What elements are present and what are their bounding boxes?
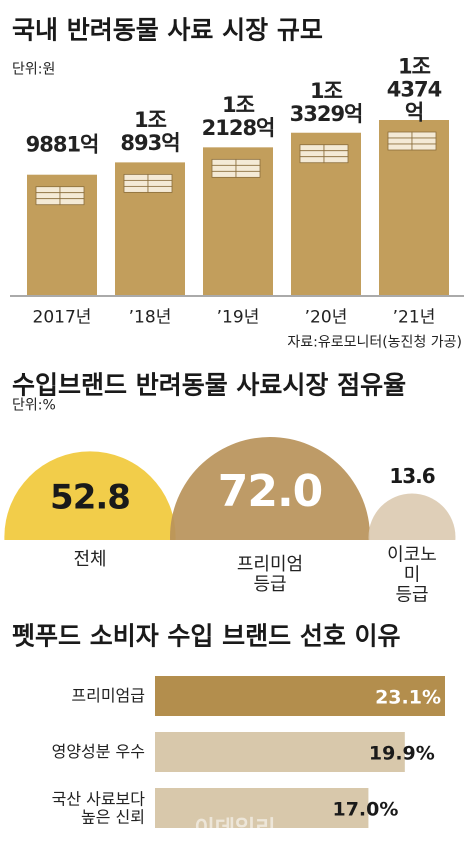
- category-label: 전체: [73, 549, 107, 571]
- value-label: 1조 893억: [120, 108, 180, 156]
- bubble: [4, 451, 176, 540]
- category-label: 프리미엄 등급: [236, 554, 304, 595]
- book-icon: [147, 179, 173, 187]
- bubble: [368, 493, 456, 540]
- bubbles: [4, 437, 456, 540]
- chart-title: 펫푸드 소비자 수입 브랜드 선호 이유: [12, 621, 401, 651]
- value-label: 72.0: [217, 465, 324, 517]
- x-tick-label: ’18년: [128, 307, 172, 328]
- x-tick-label: ’21년: [392, 307, 436, 328]
- book-icon: [59, 186, 85, 194]
- book-icon: [211, 164, 237, 172]
- bar: [155, 676, 445, 716]
- book-icon: [235, 164, 261, 172]
- book-icon: [123, 185, 149, 193]
- bar: [155, 788, 369, 828]
- book-icon: [59, 192, 85, 200]
- book-icon: [35, 186, 61, 194]
- value-label: 17.0%: [332, 798, 399, 821]
- value-label: 13.6: [389, 463, 435, 488]
- book-icon: [411, 143, 437, 151]
- book-icon: [211, 170, 237, 178]
- category-label: 이코노미 등급: [387, 544, 437, 605]
- book-icon: [411, 137, 437, 145]
- value-label: 1조 2128억: [201, 93, 276, 141]
- source: 자료:유로모니터(농진청 가공): [287, 334, 462, 351]
- value-label: 1조 3329억: [289, 78, 364, 126]
- bubble: [170, 437, 370, 540]
- book-icon: [235, 158, 261, 166]
- book-icon: [411, 131, 437, 139]
- book-icon: [123, 173, 149, 181]
- x-tick-label: ’20년: [304, 307, 348, 328]
- book-icon: [387, 143, 413, 151]
- category-label: 국산 사료보다 높은 신뢰: [51, 789, 145, 826]
- value-label: 23.1%: [375, 686, 441, 709]
- x-tick-label: ’19년: [216, 307, 260, 328]
- category-label: 프리미엄급: [71, 686, 145, 706]
- book-icon: [299, 156, 325, 164]
- book-icon: [323, 150, 349, 158]
- chart-title: 국내 반려동물 사료 시장 규모: [12, 15, 323, 45]
- book-icon: [147, 173, 173, 181]
- book-icon: [59, 198, 85, 206]
- unit: 단위:원: [12, 61, 56, 78]
- book-icon: [387, 131, 413, 139]
- unit: 단위:%: [12, 397, 56, 414]
- value-label: 19.9%: [368, 742, 435, 765]
- book-icon: [147, 185, 173, 193]
- book-icon: [299, 144, 325, 152]
- chart-title: 수입브랜드 반려동물 사료시장 점유율: [12, 370, 407, 400]
- book-icon: [387, 137, 413, 145]
- book-icon: [211, 158, 237, 166]
- book-icon: [299, 150, 325, 158]
- value-label: 1조 4374억: [386, 54, 442, 125]
- watermark: 이데일리: [194, 816, 276, 842]
- bar: [155, 732, 405, 772]
- x-tick-label: 2017년: [32, 307, 92, 328]
- book-icon: [323, 144, 349, 152]
- value-label: 52.8: [50, 477, 131, 518]
- book-icon: [235, 170, 261, 178]
- book-icon: [123, 179, 149, 187]
- book-icon: [35, 198, 61, 206]
- book-icon: [35, 192, 61, 200]
- value-label: 9881억: [25, 132, 100, 157]
- category-label: 영양성분 우수: [51, 742, 145, 762]
- book-icon: [323, 156, 349, 164]
